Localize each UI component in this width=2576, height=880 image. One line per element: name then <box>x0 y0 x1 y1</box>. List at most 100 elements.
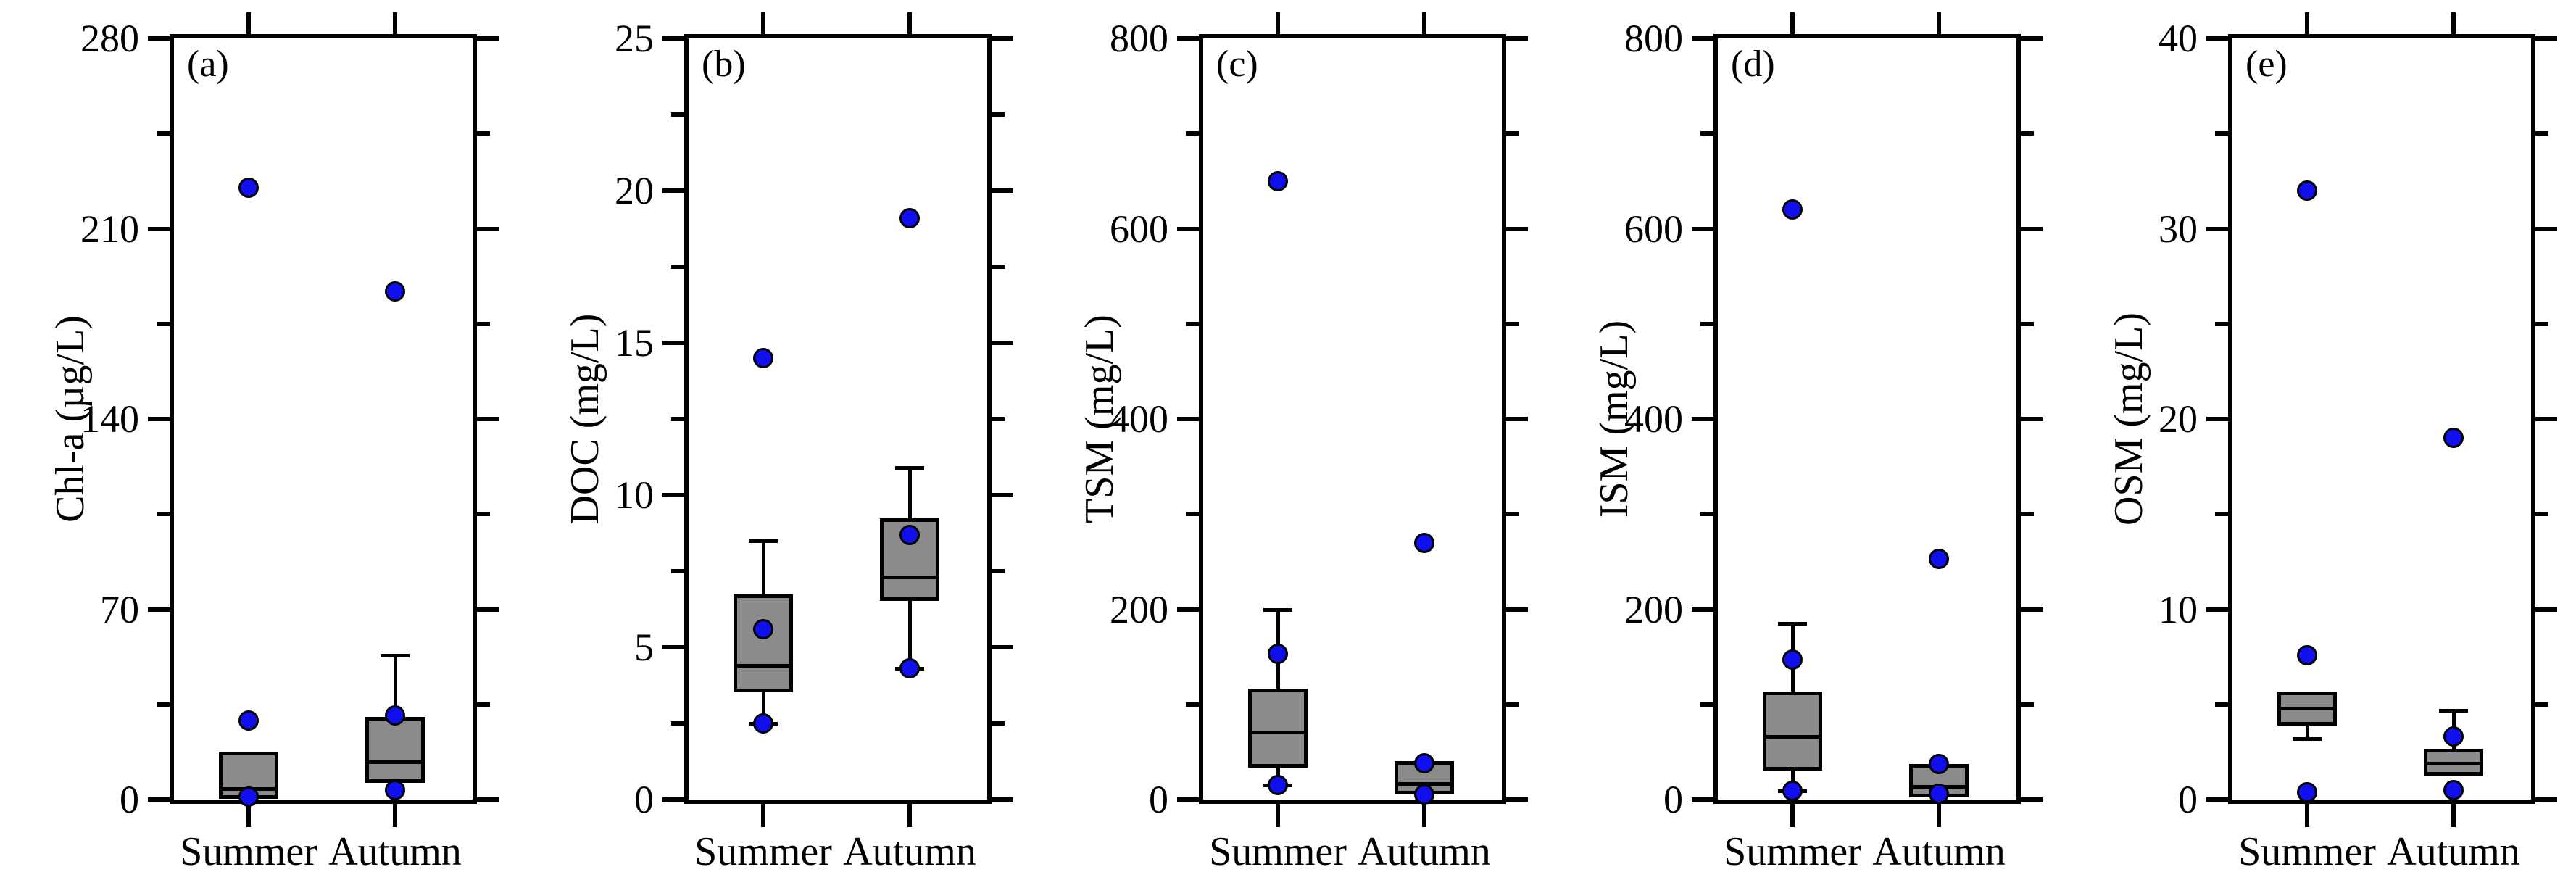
x-tick-bottom <box>1790 804 1795 827</box>
panel-a: 0 70 140 210 280 Chl-a (µg/L) (a) Summer Autumn <box>0 0 515 880</box>
outlier-dot <box>2297 782 2317 802</box>
y-major-tick-right <box>477 227 499 231</box>
panel-label: (c) <box>1216 43 1258 85</box>
y-major-tick-left <box>662 493 684 497</box>
outlier-dot <box>238 178 259 198</box>
y-major-tick-right <box>992 797 1013 802</box>
x-tick-top <box>2451 12 2456 34</box>
y-major-tick-right <box>1506 227 1528 231</box>
outlier-dot <box>385 705 405 726</box>
y-minor-tick-right <box>1506 131 1519 136</box>
y-major-tick-right <box>477 417 499 421</box>
x-tick-top <box>761 12 765 34</box>
x-tick-top <box>1276 12 1280 34</box>
upper-whisker-stem <box>394 655 397 718</box>
y-tick-label: 40 <box>2159 17 2198 60</box>
x-tick-label-summer: Summer <box>1209 829 1347 874</box>
y-minor-tick-left <box>1186 131 1199 136</box>
y-axis-label: TSM (mg/L) <box>1077 315 1122 523</box>
y-minor-tick-right <box>992 569 1005 573</box>
y-axis-label: Chl-a (µg/L) <box>48 315 93 523</box>
x-tick-top <box>1422 12 1426 34</box>
lower-whisker-stem <box>908 599 912 669</box>
y-minor-tick-right <box>992 265 1005 269</box>
outlier-dot <box>2443 726 2464 747</box>
x-tick-bottom <box>2305 804 2309 827</box>
y-tick-label: 800 <box>1624 17 1683 60</box>
y-minor-tick-right <box>1506 702 1519 707</box>
y-major-tick-right <box>2021 797 2043 802</box>
y-major-tick-left <box>662 341 684 345</box>
y-minor-tick-left <box>671 569 684 573</box>
y-major-tick-right <box>1506 797 1528 802</box>
median-line <box>1395 782 1454 786</box>
y-minor-tick-right <box>2535 702 2548 707</box>
x-tick-label-autumn: Autumn <box>1358 829 1491 874</box>
y-major-tick-right <box>2535 417 2557 421</box>
outlier-dot <box>1782 649 1803 670</box>
y-major-tick-left <box>2206 417 2228 421</box>
outlier-dot <box>1268 171 1288 191</box>
y-major-tick-left <box>662 36 684 41</box>
y-major-tick-right <box>477 607 499 612</box>
median-line <box>2424 762 2483 765</box>
y-minor-tick-left <box>2215 702 2228 707</box>
y-tick-label: 20 <box>615 169 654 212</box>
outlier-dot <box>753 619 773 639</box>
y-tick-label: 30 <box>2159 207 2198 251</box>
y-major-tick-left <box>1692 227 1713 231</box>
outlier-dot <box>899 208 920 228</box>
y-minor-tick-left <box>1186 512 1199 516</box>
x-tick-label-summer: Summer <box>1724 829 1861 874</box>
outlier-dot <box>753 348 773 368</box>
x-tick-bottom <box>1937 804 1941 827</box>
plot-frame <box>1199 34 1506 804</box>
y-major-tick-right <box>1506 417 1528 421</box>
y-minor-tick-left <box>671 721 684 726</box>
median-line <box>734 664 793 668</box>
y-minor-tick-right <box>477 512 490 516</box>
y-tick-label: 0 <box>120 778 139 821</box>
plot-frame <box>1713 34 2021 804</box>
upper-whisker-stem <box>908 468 912 519</box>
outlier-dot <box>1414 753 1434 773</box>
x-tick-bottom <box>2451 804 2456 827</box>
y-major-tick-left <box>148 607 170 612</box>
outlier-dot <box>2443 428 2464 448</box>
box-summer <box>734 594 793 692</box>
y-major-tick-left <box>2206 797 2228 802</box>
y-major-tick-left <box>1692 417 1713 421</box>
y-minor-tick-left <box>1700 131 1713 136</box>
y-minor-tick-left <box>157 131 170 136</box>
outlier-dot <box>899 658 920 678</box>
y-major-tick-left <box>662 645 684 649</box>
y-minor-tick-right <box>992 417 1005 421</box>
median-line <box>1763 735 1822 739</box>
x-tick-top <box>1790 12 1795 34</box>
y-minor-tick-left <box>1186 322 1199 326</box>
y-major-tick-left <box>1692 797 1713 802</box>
panel-label: (d) <box>1731 43 1775 85</box>
lower-whisker-stem <box>1791 768 1795 792</box>
plot-frame <box>2228 34 2535 804</box>
x-tick-label-summer: Summer <box>694 829 832 874</box>
y-tick-label: 280 <box>80 17 139 60</box>
y-major-tick-right <box>992 341 1013 345</box>
panel-e: 0 10 20 30 40 OSM (mg/L) (e) Summer Autumn <box>2058 0 2576 880</box>
y-major-tick-right <box>1506 607 1528 612</box>
y-minor-tick-right <box>1506 512 1519 516</box>
panel-c: 0 200 400 600 800 TSM (mg/L) (c) Summer Autumn <box>1029 0 1544 880</box>
outlier-dot <box>385 780 405 800</box>
outlier-dot <box>1929 549 1949 569</box>
y-tick-label: 0 <box>2178 778 2198 821</box>
y-tick-label: 0 <box>634 778 654 821</box>
y-minor-tick-right <box>2535 322 2548 326</box>
x-tick-bottom <box>246 804 251 827</box>
x-tick-bottom <box>761 804 765 827</box>
y-minor-tick-left <box>2215 322 2228 326</box>
outlier-dot <box>1268 775 1288 795</box>
x-tick-top <box>246 12 251 34</box>
panel-label: (e) <box>2245 43 2288 85</box>
y-tick-label: 0 <box>1663 778 1683 821</box>
y-minor-tick-right <box>2021 322 2034 326</box>
